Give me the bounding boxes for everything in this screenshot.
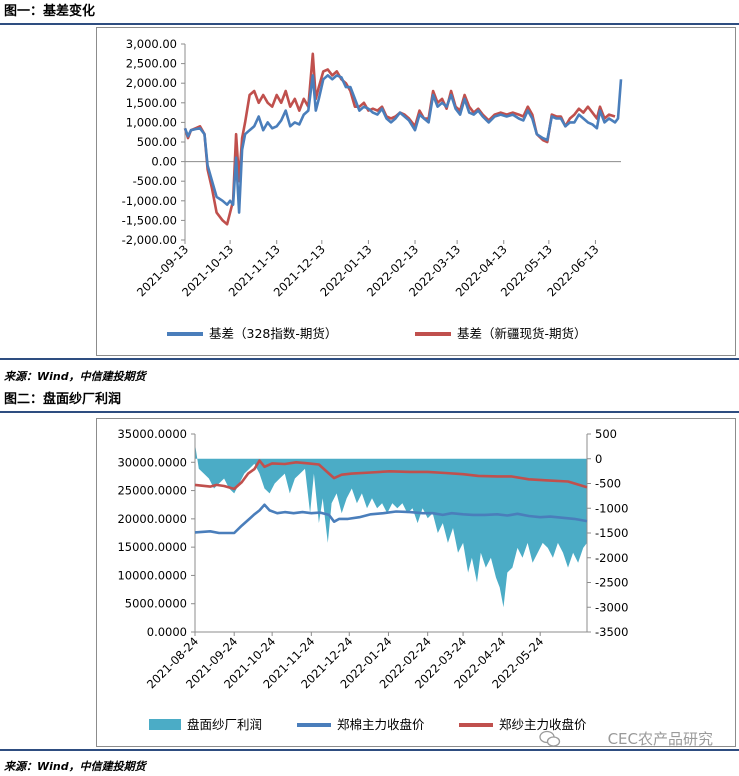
series-xinjiang-basis-line [183, 52, 616, 226]
y-tick-label: -500.00 [133, 174, 177, 188]
legend-label: 郑纱主力收盘价 [499, 717, 587, 732]
watermark-text: CEC农产品研究 [607, 730, 713, 748]
left-y-tick-label: 10000.0000 [117, 568, 187, 582]
legend-label: 基差（328指数-期货） [209, 326, 337, 341]
basis-chart: 3,000.00 2,500.00 2,000.00 1,500.00 1,000.00… [122, 37, 623, 341]
y-tick-label: 1,000.00 [126, 115, 177, 129]
legend-swatch [149, 719, 181, 730]
right-y-tick-label: -500 [595, 477, 621, 491]
y-tick-label: 2,500.00 [126, 57, 177, 71]
right-y-tick-label: -3500 [595, 625, 628, 639]
legend-label: 郑棉主力收盘价 [337, 717, 425, 732]
y-tick-label: 1,500.00 [126, 96, 177, 110]
figure2-source: 来源：Wind，中信建投期货 [4, 760, 146, 773]
profit-chart: 35000.0000 30000.0000 25000.0000 20000.0000… [117, 427, 628, 732]
y-tick-label: 2,000.00 [126, 76, 177, 90]
series-zhengmian-price-line [194, 503, 588, 535]
y-tick-label: -1,500.00 [122, 213, 177, 227]
y-tick-label: 500.00 [137, 135, 177, 149]
figure1-chart-frame: 3,000.00 2,500.00 2,000.00 1,500.00 1,000.00… [96, 27, 736, 356]
right-y-tick-label: -3000 [595, 600, 628, 614]
left-y-tick-label: 15000.0000 [117, 540, 187, 554]
left-y-tick-label: 20000.0000 [117, 512, 187, 526]
right-y-tick-label: -1500 [595, 526, 628, 540]
figure1-top-rule [0, 23, 739, 25]
series-zhengsha-price-line [194, 459, 588, 491]
left-y-tick-label: 5000.0000 [125, 597, 187, 611]
left-y-tick-label: 30000.0000 [117, 455, 187, 469]
right-y-tick-label: -1000 [595, 501, 628, 515]
y-tick-label: -2,000.00 [122, 233, 177, 247]
left-y-tick-label: 25000.0000 [117, 484, 187, 498]
right-y-tick-label: 500 [595, 427, 617, 441]
figure2-bottom-rule [0, 749, 739, 751]
left-y-tick-label: 0.0000 [147, 625, 187, 639]
y-tick-label: 3,000.00 [126, 37, 177, 51]
series-328-basis-line [183, 74, 623, 214]
figure2-title: 图二：盘面纱厂利润 [4, 392, 122, 407]
right-y-tick-label: -2500 [595, 576, 628, 590]
figure1-source: 来源：Wind，中信建投期货 [4, 370, 146, 383]
figure1-title: 图一：基差变化 [4, 4, 96, 19]
y-tick-label: 0.00 [151, 155, 177, 169]
series-spinning-profit-area [195, 443, 587, 608]
figure2-chart-frame: 35000.0000 30000.0000 25000.0000 20000.0000… [96, 418, 736, 747]
left-y-tick-label: 35000.0000 [117, 427, 187, 441]
right-y-tick-label: 0 [595, 452, 602, 466]
legend-label: 盘面纱厂利润 [187, 717, 262, 732]
figure1-bottom-rule [0, 358, 739, 360]
right-y-tick-label: -2000 [595, 551, 628, 565]
legend-label: 基差（新疆现货-期货） [457, 326, 587, 341]
figure2-top-rule [0, 411, 739, 413]
y-tick-label: -1,000.00 [122, 194, 177, 208]
wechat-icon [539, 730, 561, 747]
